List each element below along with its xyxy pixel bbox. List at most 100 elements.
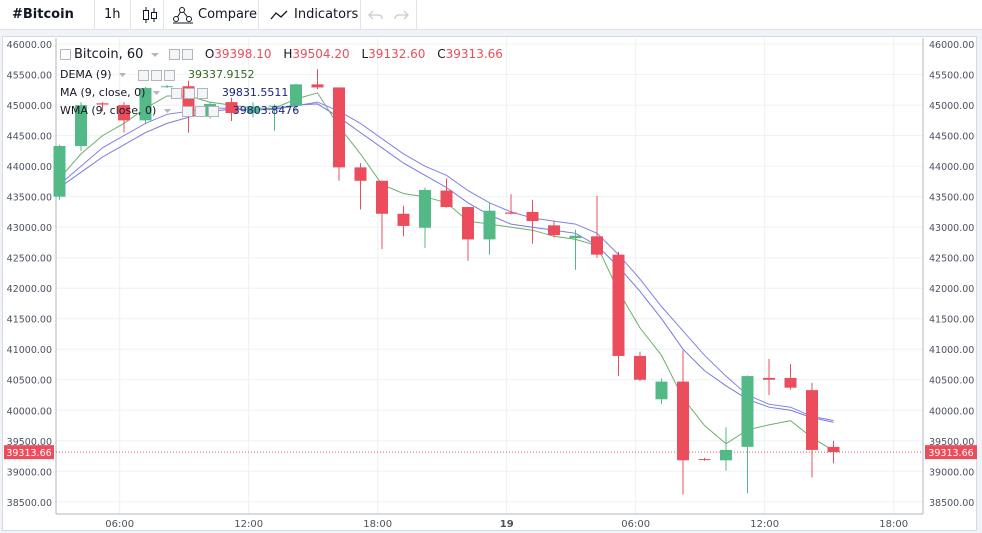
settings-icon[interactable] bbox=[184, 87, 196, 99]
y-tick-label-right: 46000.00 bbox=[929, 40, 974, 51]
legend-ma-row: MA (9, close, 0) 39831.5511 bbox=[60, 84, 288, 101]
y-tick-label-left: 45500.00 bbox=[7, 71, 52, 82]
chevron-down-icon[interactable] bbox=[119, 72, 127, 78]
close-icon[interactable] bbox=[197, 87, 209, 99]
candle bbox=[612, 251, 625, 377]
toolbar-divider bbox=[258, 0, 259, 30]
x-tick-label: 06:00 bbox=[105, 519, 134, 530]
candle bbox=[440, 178, 453, 208]
candle-body bbox=[161, 86, 173, 88]
y-tick-label-left: 46000.00 bbox=[7, 40, 52, 51]
compare-icon bbox=[173, 7, 193, 24]
legend-wma-row: WMA (9, close, 0) 39803.8476 bbox=[60, 102, 299, 119]
candle-body bbox=[483, 210, 496, 240]
candle-body bbox=[720, 449, 732, 461]
candle-body bbox=[634, 355, 646, 380]
candle-body bbox=[311, 84, 324, 88]
y-tick-label-right: 41500.00 bbox=[929, 315, 974, 326]
y-tick-label-right: 42000.00 bbox=[929, 284, 974, 295]
candle-body bbox=[763, 377, 775, 380]
dema-value: 39337.9152 bbox=[188, 68, 255, 81]
symbol-search-button[interactable]: #Bitcoin bbox=[12, 7, 74, 22]
eye-icon[interactable] bbox=[171, 87, 183, 99]
eye-icon[interactable] bbox=[137, 69, 149, 81]
indicators-button[interactable]: Indicators bbox=[268, 0, 358, 30]
top-toolbar: #Bitcoin 1h Compare Indicators bbox=[0, 0, 982, 30]
legend-title: Bitcoin, 60 bbox=[74, 47, 144, 62]
low-label: L bbox=[361, 47, 369, 61]
candle-body bbox=[397, 213, 410, 226]
indicators-icon bbox=[270, 10, 288, 20]
y-tick-label-left: 40500.00 bbox=[7, 376, 52, 387]
settings-icon[interactable] bbox=[181, 49, 193, 60]
eye-icon[interactable] bbox=[168, 49, 180, 60]
candle bbox=[161, 84, 173, 89]
candle bbox=[763, 358, 775, 395]
candle-body bbox=[419, 189, 431, 228]
eye-icon[interactable] bbox=[182, 105, 194, 117]
candle-body bbox=[225, 102, 238, 114]
candle-body bbox=[569, 235, 582, 239]
candle bbox=[139, 86, 152, 124]
candle bbox=[247, 102, 259, 118]
wma-label: WMA (9, close, 0) bbox=[60, 104, 157, 117]
chevron-down-icon[interactable] bbox=[152, 90, 160, 96]
low-value: 39132.60 bbox=[368, 47, 426, 61]
y-tick-label-right: 44500.00 bbox=[929, 132, 974, 143]
wma-value: 39803.8476 bbox=[232, 104, 300, 117]
candle bbox=[354, 163, 367, 210]
candle bbox=[75, 102, 87, 151]
redo-icon bbox=[394, 10, 409, 20]
compare-label: Compare bbox=[198, 7, 257, 22]
chevron-down-icon[interactable] bbox=[163, 108, 171, 114]
last-price-label-left: 39313.66 bbox=[6, 448, 51, 459]
close-icon[interactable] bbox=[208, 105, 220, 117]
ma-value: 39831.5511 bbox=[221, 86, 289, 99]
settings-icon[interactable] bbox=[150, 69, 162, 81]
undo-button[interactable] bbox=[366, 0, 386, 30]
open-label: O bbox=[204, 47, 215, 61]
y-tick-label-left: 43000.00 bbox=[7, 223, 52, 234]
chart-style-button[interactable] bbox=[138, 0, 162, 30]
y-tick-label-right: 42500.00 bbox=[929, 254, 974, 265]
y-tick-label-right: 38500.00 bbox=[929, 498, 974, 509]
settings-icon[interactable] bbox=[195, 105, 207, 117]
y-tick-label-left: 44500.00 bbox=[7, 132, 52, 143]
candle-body bbox=[75, 105, 87, 147]
toolbar-divider bbox=[416, 0, 417, 30]
ma-label: MA (9, close, 0) bbox=[60, 86, 146, 99]
candle-body bbox=[612, 254, 625, 356]
candle bbox=[268, 104, 281, 131]
last-price-badge-left bbox=[4, 445, 54, 460]
candle bbox=[655, 378, 668, 405]
y-tick-label-right: 43500.00 bbox=[929, 193, 974, 204]
y-tick-label-left: 40000.00 bbox=[7, 406, 52, 417]
collapse-legend-icon[interactable] bbox=[60, 49, 71, 60]
candle bbox=[419, 187, 431, 248]
chevron-down-icon[interactable] bbox=[150, 52, 159, 58]
candles bbox=[53, 69, 840, 495]
candle-body bbox=[806, 390, 818, 450]
candle bbox=[741, 375, 754, 494]
candle bbox=[53, 144, 66, 200]
candle bbox=[118, 102, 130, 133]
y-tick-label-left: 39500.00 bbox=[7, 437, 52, 448]
close-icon[interactable] bbox=[163, 69, 175, 81]
candle-body bbox=[290, 84, 302, 106]
open-value: 39398.10 bbox=[214, 47, 272, 61]
y-tick-label-right: 39500.00 bbox=[929, 437, 974, 448]
compare-button[interactable]: Compare bbox=[170, 0, 257, 30]
axis-labels: 46000.00 46000.00 45500.00 45500.00 45000.00… bbox=[4, 40, 977, 530]
interval-button[interactable]: 1h bbox=[104, 7, 121, 22]
candle bbox=[677, 350, 689, 495]
candle-body bbox=[333, 87, 345, 168]
redo-button[interactable] bbox=[391, 0, 411, 30]
candle-body bbox=[655, 381, 668, 400]
candle bbox=[225, 97, 238, 121]
candle-body bbox=[526, 211, 539, 222]
candle-body bbox=[440, 190, 453, 208]
x-tick-label: 18:00 bbox=[879, 519, 908, 530]
chart-grid bbox=[56, 38, 923, 514]
y-tick-label-left: 44000.00 bbox=[7, 162, 52, 173]
